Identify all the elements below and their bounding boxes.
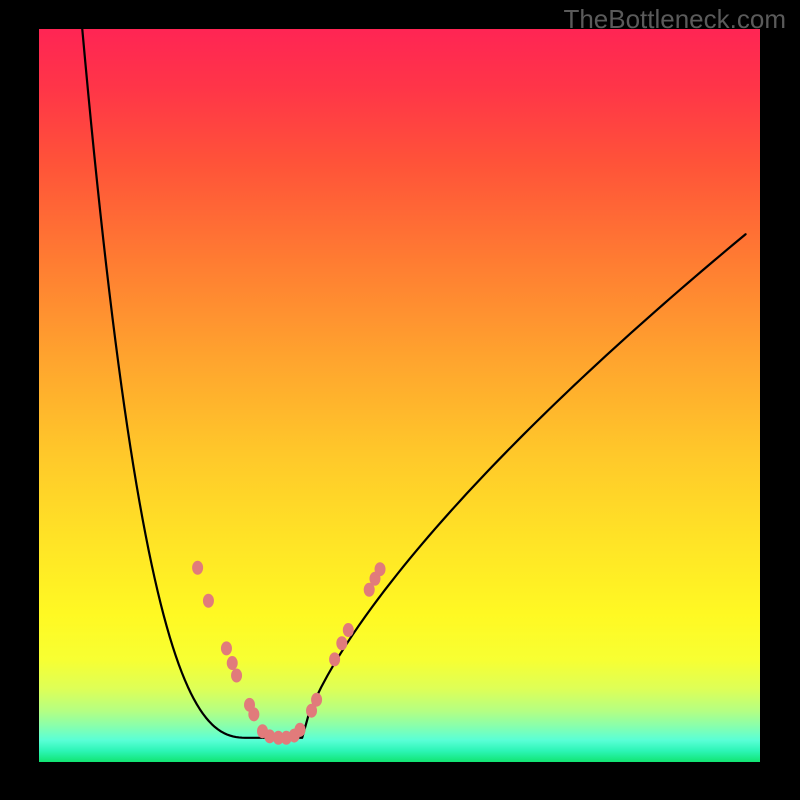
bottleneck-chart bbox=[0, 0, 800, 800]
chart-container: TheBottleneck.com bbox=[0, 0, 800, 800]
